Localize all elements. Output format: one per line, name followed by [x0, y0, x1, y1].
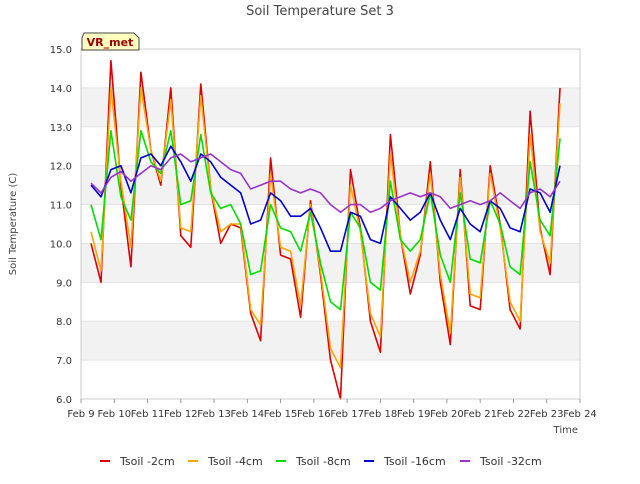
y-axis-label: Soil Temperature (C): [8, 173, 19, 276]
x-tick-label: Feb 16: [297, 409, 331, 420]
x-tick-label: Feb 14: [231, 409, 265, 420]
x-tick-label: Feb 11: [131, 409, 165, 420]
legend: Tsoil -2cm Tsoil -4cm Tsoil -8cm Tsoil -16c…: [100, 455, 542, 468]
y-tick-label: 10.0: [50, 239, 72, 250]
x-tick-label: Feb 19: [397, 409, 431, 420]
legend-entry: Tsoil -16cm: [383, 455, 446, 468]
gridlines: [81, 48, 580, 400]
x-tick-label: Feb 21: [463, 409, 497, 420]
station-label-box: VR_met: [81, 32, 140, 51]
grid-bands: [81, 87, 580, 361]
grid-band: [81, 87, 580, 127]
y-axis-ticks: 6.0 7.0 8.0 9.0 10.0 11.0 12.0 13.0 14.0 15.0: [50, 45, 72, 406]
y-tick-label: 15.0: [50, 45, 72, 56]
station-label: VR_met: [87, 36, 134, 49]
y-tick-label: 9.0: [56, 278, 72, 289]
plot-frame: [80, 48, 581, 400]
y-tick-label: 14.0: [50, 84, 72, 95]
x-axis-label: Time: [553, 425, 578, 436]
y-tick-label: 12.0: [50, 162, 72, 173]
legend-entry: Tsoil -2cm: [119, 455, 175, 468]
y-tick-label: 6.0: [56, 395, 72, 406]
series-line-tsoil-32cm: [90, 153, 561, 214]
x-tick-label: Feb 18: [364, 409, 398, 420]
legend-entry: Tsoil -8cm: [295, 455, 351, 468]
x-tick-label: Feb 9: [67, 409, 94, 420]
x-tick-label: Feb 20: [430, 409, 464, 420]
legend-entry: Tsoil -32cm: [479, 455, 542, 468]
series-line-tsoil-4cm: [90, 87, 561, 369]
grid-band: [81, 165, 580, 205]
y-tick-label: 7.0: [56, 356, 72, 367]
x-tick-label: Feb 12: [164, 409, 198, 420]
x-axis-ticks: Feb 9 Feb 10 Feb 11 Feb 12 Feb 13 Feb 14 Feb 1…: [67, 399, 597, 420]
y-tick-label: 11.0: [50, 201, 72, 212]
x-tick-label: Feb 17: [330, 409, 364, 420]
series-layer: [90, 59, 561, 400]
chart-title: Soil Temperature Set 3: [246, 4, 394, 19]
x-tick-label: Feb 15: [264, 409, 298, 420]
series-line-tsoil-16cm: [90, 145, 561, 252]
y-tick-label: 13.0: [50, 123, 72, 134]
x-tick-label: Feb 22: [497, 409, 531, 420]
series-line-tsoil-8cm: [90, 129, 561, 311]
x-tick-label: Feb 24: [563, 409, 597, 420]
x-tick-label: Feb 13: [197, 409, 231, 420]
x-tick-label: Feb 10: [97, 409, 131, 420]
legend-entry: Tsoil -4cm: [207, 455, 263, 468]
x-tick-label: Feb 23: [530, 409, 564, 420]
y-tick-label: 8.0: [56, 317, 72, 328]
